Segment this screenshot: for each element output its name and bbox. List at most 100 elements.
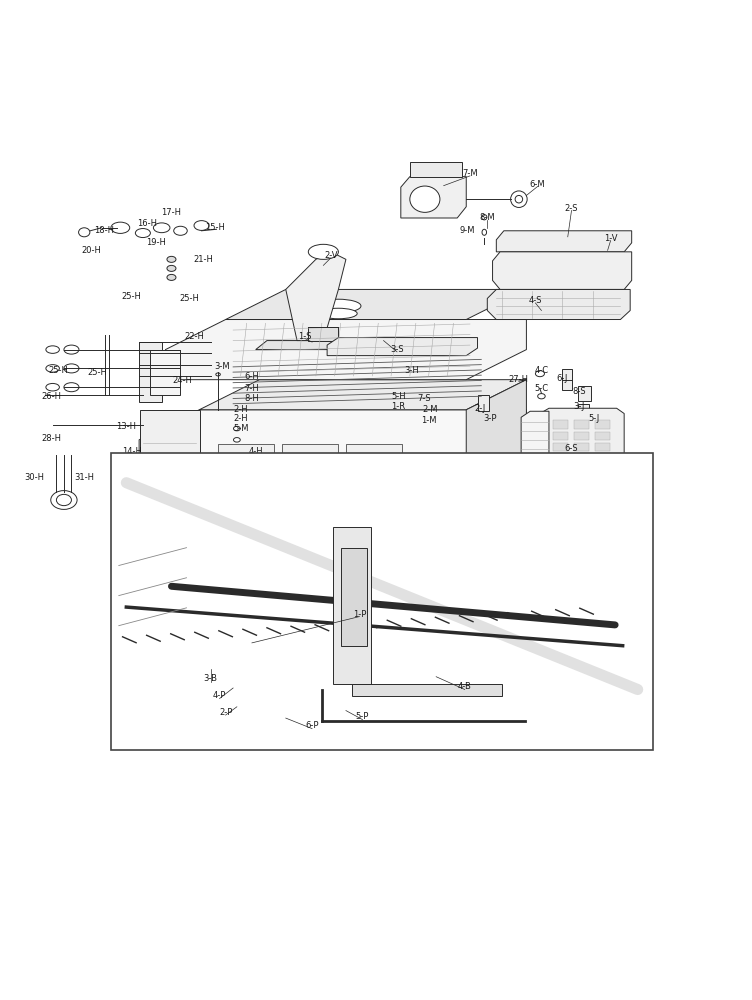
- Ellipse shape: [64, 383, 79, 392]
- Bar: [218, 444, 274, 511]
- Bar: [595, 443, 610, 451]
- Text: 6-M: 6-M: [530, 180, 545, 189]
- Ellipse shape: [56, 494, 71, 506]
- Bar: [137, 472, 163, 491]
- Text: 8-S: 8-S: [114, 479, 127, 488]
- Bar: [410, 162, 462, 177]
- Text: 4-B: 4-B: [458, 682, 472, 691]
- Bar: [271, 477, 331, 500]
- Bar: [346, 444, 402, 511]
- Ellipse shape: [174, 226, 187, 235]
- Bar: [150, 350, 180, 395]
- Ellipse shape: [538, 394, 545, 399]
- Text: 7-H: 7-H: [244, 384, 259, 393]
- Polygon shape: [139, 410, 526, 515]
- Text: 14-H: 14-H: [122, 447, 141, 456]
- Text: 16-H: 16-H: [138, 219, 157, 228]
- Bar: [574, 454, 589, 462]
- Text: 6-J: 6-J: [556, 374, 569, 383]
- Polygon shape: [199, 380, 526, 410]
- Text: 5-P: 5-P: [356, 712, 369, 721]
- Polygon shape: [401, 177, 466, 218]
- Text: 21-H: 21-H: [193, 255, 213, 264]
- Ellipse shape: [167, 274, 176, 280]
- Ellipse shape: [560, 592, 565, 598]
- Bar: [444, 467, 489, 483]
- Text: 30-H: 30-H: [24, 473, 44, 482]
- Ellipse shape: [169, 465, 177, 471]
- Bar: [574, 420, 589, 429]
- Text: 25-H: 25-H: [180, 294, 199, 303]
- Ellipse shape: [526, 670, 539, 679]
- Text: 5-S: 5-S: [546, 453, 559, 462]
- Ellipse shape: [46, 383, 59, 391]
- Text: 3-P: 3-P: [162, 484, 176, 493]
- Ellipse shape: [308, 244, 338, 259]
- Text: 4-C: 4-C: [535, 366, 548, 375]
- Text: 1-V: 1-V: [604, 234, 617, 243]
- Text: 5-G: 5-G: [459, 479, 474, 488]
- Text: 24-H: 24-H: [172, 376, 192, 385]
- Polygon shape: [540, 408, 624, 470]
- Ellipse shape: [233, 426, 240, 431]
- Text: 22-H: 22-H: [184, 332, 204, 341]
- Bar: [578, 404, 589, 417]
- Polygon shape: [158, 474, 496, 526]
- Ellipse shape: [535, 371, 544, 377]
- Text: 4-H: 4-H: [248, 447, 263, 456]
- Text: 1-M: 1-M: [421, 416, 436, 425]
- Text: 2-H: 2-H: [233, 414, 248, 423]
- Bar: [574, 432, 589, 440]
- Ellipse shape: [167, 256, 176, 262]
- Bar: [553, 420, 568, 429]
- Ellipse shape: [420, 187, 447, 208]
- Text: 19-H: 19-H: [147, 238, 166, 247]
- Text: 2-V: 2-V: [324, 251, 338, 260]
- Text: 1-B: 1-B: [330, 506, 344, 515]
- Bar: [111, 453, 653, 750]
- Text: 2-M: 2-M: [423, 405, 438, 414]
- Ellipse shape: [78, 228, 90, 237]
- Polygon shape: [226, 289, 526, 320]
- Ellipse shape: [64, 364, 79, 373]
- Text: 4-J: 4-J: [168, 459, 178, 468]
- Text: 4-P: 4-P: [213, 691, 226, 700]
- Text: 20-H: 20-H: [82, 246, 102, 255]
- Text: 3-S: 3-S: [390, 345, 404, 354]
- Polygon shape: [352, 684, 502, 696]
- Bar: [140, 410, 200, 515]
- Ellipse shape: [410, 186, 440, 212]
- Polygon shape: [331, 483, 526, 529]
- Text: 3-M: 3-M: [214, 362, 229, 371]
- Ellipse shape: [414, 181, 454, 215]
- Bar: [574, 443, 589, 451]
- Text: 27-H: 27-H: [509, 375, 529, 384]
- Polygon shape: [478, 395, 489, 411]
- Text: 1-J: 1-J: [205, 473, 216, 482]
- Ellipse shape: [482, 229, 487, 235]
- Ellipse shape: [538, 592, 542, 598]
- Bar: [111, 477, 130, 494]
- Text: 1-C: 1-C: [324, 483, 338, 492]
- Text: 5-M: 5-M: [233, 424, 248, 433]
- Bar: [308, 327, 338, 341]
- Text: 2-J: 2-J: [475, 404, 485, 413]
- Text: 3-B: 3-B: [204, 674, 217, 683]
- Bar: [562, 369, 572, 390]
- Bar: [578, 386, 591, 401]
- Polygon shape: [286, 252, 346, 341]
- Text: 2-G: 2-G: [391, 503, 406, 512]
- Text: 3-J: 3-J: [573, 402, 585, 411]
- Bar: [553, 432, 568, 440]
- Text: 17-H: 17-H: [162, 208, 181, 217]
- Ellipse shape: [590, 592, 595, 598]
- Bar: [139, 342, 162, 402]
- Text: 13-H: 13-H: [117, 422, 136, 431]
- Text: 2-S: 2-S: [565, 204, 578, 213]
- Text: 25-H: 25-H: [122, 292, 141, 301]
- Ellipse shape: [511, 191, 527, 207]
- Polygon shape: [256, 341, 417, 350]
- Text: 18-H: 18-H: [94, 226, 114, 235]
- Text: 5-H: 5-H: [391, 392, 406, 401]
- Text: 2-P: 2-P: [219, 708, 232, 717]
